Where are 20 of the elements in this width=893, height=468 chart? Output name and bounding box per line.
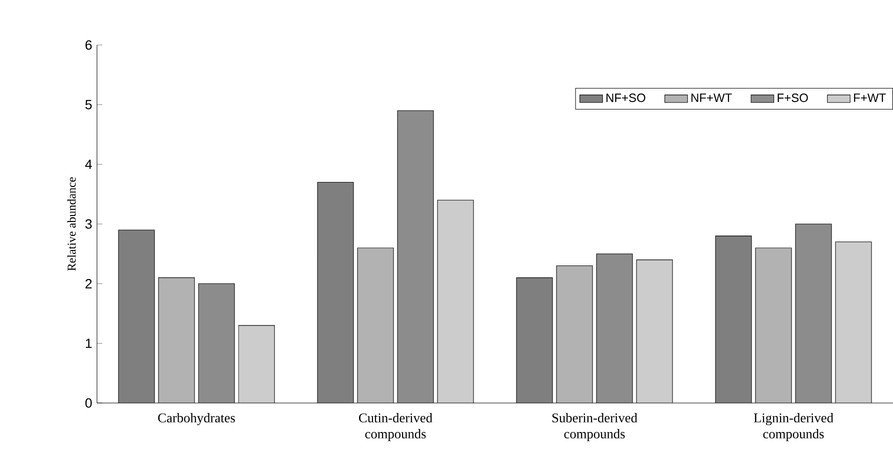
bar — [318, 182, 354, 403]
legend-label: F+WT — [854, 94, 886, 102]
y-tick-label: 4 — [85, 160, 92, 169]
y-tick-label: 6 — [86, 40, 92, 50]
y-axis-title: Relative abundance — [67, 177, 76, 271]
y-tick-label: 1 — [86, 338, 92, 348]
bar — [118, 230, 154, 403]
legend-label: NF+SO — [606, 94, 646, 102]
y-tick-label: 2 — [86, 279, 92, 288]
legend-label: NF+WT — [691, 94, 732, 102]
y-tick-label: 3 — [85, 219, 92, 229]
x-tick-label: Cutin-derived compounds — [359, 413, 432, 442]
x-tick-label: Suberin-derived compounds — [552, 413, 638, 442]
x-tick-label: Lignin-derived compounds — [754, 413, 834, 442]
x-tick-label: Carbohydrates — [158, 413, 235, 426]
bar — [715, 236, 752, 403]
bar — [516, 278, 552, 403]
legend-label: F+SO — [778, 94, 808, 102]
y-tick-label: 5 — [85, 100, 92, 110]
y-tick-label: 0 — [85, 398, 92, 408]
